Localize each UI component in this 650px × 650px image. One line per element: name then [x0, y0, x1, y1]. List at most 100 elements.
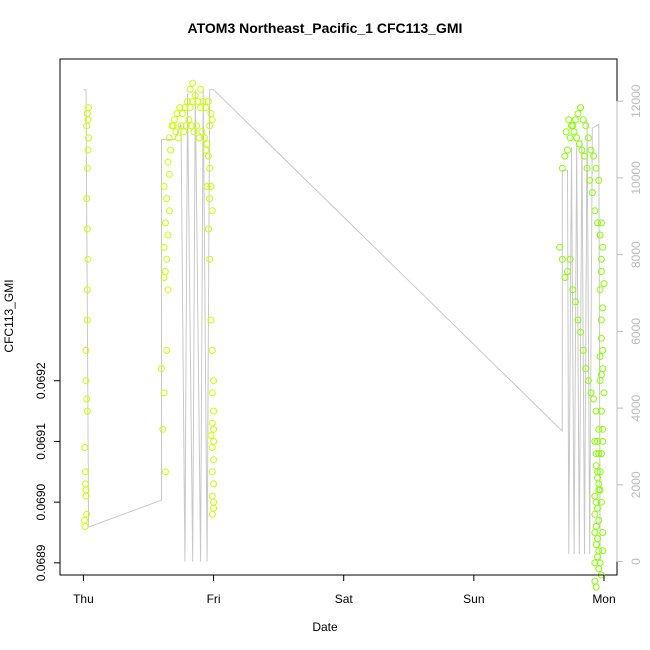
- data-point: [204, 98, 212, 105]
- data-point: [581, 152, 588, 160]
- data-point: [84, 255, 92, 263]
- data-point: [197, 85, 205, 93]
- data-point: [591, 529, 599, 536]
- data-point: [594, 535, 601, 543]
- data-point: [173, 110, 181, 118]
- data-point: [588, 189, 596, 197]
- data-point: [591, 437, 599, 445]
- data-point: [599, 346, 607, 354]
- data-point: [163, 255, 171, 263]
- data-point: [160, 243, 168, 251]
- data-point: [83, 407, 91, 415]
- plot-frame: [59, 58, 618, 576]
- data-point: [578, 146, 586, 154]
- data-point: [599, 365, 607, 373]
- data-point: [82, 377, 90, 385]
- data-point: [165, 207, 173, 215]
- data-point: [597, 498, 605, 506]
- data-point: [594, 437, 601, 445]
- data-point: [558, 255, 566, 263]
- data-point: [207, 183, 215, 190]
- data-point: [569, 286, 577, 294]
- data-point: [579, 116, 587, 124]
- data-point: [596, 353, 604, 360]
- data-point: [597, 219, 605, 227]
- data-point: [206, 255, 214, 263]
- data-point: [566, 255, 574, 263]
- x-tick-label: Thu: [73, 592, 94, 606]
- data-point: [600, 280, 608, 288]
- data-point: [189, 79, 197, 87]
- y-tick-label: 0.0690: [34, 483, 48, 520]
- data-point: [591, 207, 599, 215]
- data-point: [208, 444, 216, 451]
- data-point: [208, 468, 216, 476]
- data-point: [210, 377, 218, 385]
- data-point: [198, 128, 206, 136]
- y2-tick-label: 6000: [629, 318, 643, 345]
- data-point: [191, 91, 199, 99]
- data-point: [592, 450, 600, 458]
- data-point: [169, 122, 177, 130]
- altitude-line: [83, 89, 601, 562]
- data-point: [592, 541, 600, 549]
- data-point: [210, 504, 218, 512]
- data-point: [202, 146, 210, 154]
- data-point: [202, 104, 210, 112]
- data-point: [596, 559, 604, 567]
- data-point: [592, 407, 600, 415]
- data-point: [83, 195, 91, 203]
- data-point: [193, 122, 201, 130]
- y2-tick-label: 8000: [629, 241, 643, 268]
- data-point: [194, 98, 202, 105]
- data-point: [597, 268, 605, 275]
- data-point: [208, 116, 216, 124]
- data-point: [592, 583, 600, 591]
- data-point: [571, 298, 579, 306]
- data-point: [161, 219, 169, 227]
- data-point: [571, 116, 579, 124]
- data-point: [180, 128, 188, 136]
- data-point: [208, 419, 216, 427]
- data-point: [167, 146, 175, 154]
- data-point: [82, 346, 90, 354]
- data-point: [185, 116, 193, 124]
- data-point: [564, 146, 571, 154]
- y2-tick-label: 10000: [629, 161, 643, 195]
- data-point: [584, 377, 592, 385]
- data-point: [575, 140, 583, 148]
- data-point: [565, 116, 573, 124]
- data-point: [596, 486, 604, 494]
- data-point: [210, 498, 218, 506]
- data-point: [566, 134, 574, 142]
- data-point: [584, 134, 592, 142]
- data-point: [210, 456, 218, 464]
- data-point: [596, 377, 604, 385]
- data-point: [187, 122, 195, 130]
- data-point: [201, 134, 208, 142]
- data-point: [210, 425, 218, 433]
- data-point: [190, 128, 198, 136]
- data-point: [210, 480, 218, 488]
- data-point: [558, 164, 566, 172]
- data-point: [208, 389, 216, 397]
- data-point: [599, 243, 607, 251]
- data-point: [562, 128, 570, 136]
- data-point: [81, 444, 89, 451]
- data-point: [595, 425, 603, 433]
- data-point: [81, 516, 88, 524]
- data-point: [208, 492, 216, 500]
- data-point: [596, 231, 604, 239]
- data-point: [207, 431, 215, 439]
- data-point: [582, 122, 590, 130]
- data-point: [164, 286, 172, 294]
- data-point: [206, 122, 214, 130]
- data-point: [182, 122, 190, 130]
- y2-tick-label: 2000: [629, 471, 643, 498]
- data-point: [564, 268, 571, 275]
- data-point: [590, 395, 598, 403]
- data-point: [158, 365, 165, 373]
- data-point: [597, 450, 605, 458]
- data-point: [594, 504, 601, 512]
- data-point: [83, 164, 91, 172]
